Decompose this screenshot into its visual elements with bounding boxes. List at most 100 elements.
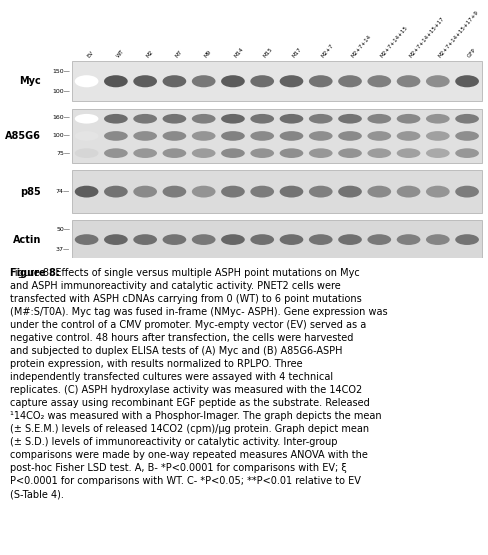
Text: M9: M9 <box>203 49 212 59</box>
Text: 100—: 100— <box>52 133 70 138</box>
Ellipse shape <box>104 186 127 198</box>
Ellipse shape <box>279 234 303 245</box>
Ellipse shape <box>104 75 127 87</box>
Ellipse shape <box>221 75 244 87</box>
Ellipse shape <box>366 148 390 158</box>
Text: GFP: GFP <box>466 47 477 59</box>
Ellipse shape <box>338 186 361 198</box>
Bar <box>72 170 481 213</box>
Ellipse shape <box>221 131 244 141</box>
Ellipse shape <box>366 131 390 141</box>
Ellipse shape <box>250 131 273 141</box>
Text: M7: M7 <box>174 49 183 59</box>
Ellipse shape <box>366 75 390 87</box>
Text: M2: M2 <box>145 49 154 59</box>
Ellipse shape <box>75 114 98 124</box>
Text: M2+7+14+15+17+9: M2+7+14+15+17+9 <box>437 9 479 59</box>
Bar <box>72 220 481 259</box>
Ellipse shape <box>191 148 215 158</box>
Ellipse shape <box>279 148 303 158</box>
Text: M2+7+14: M2+7+14 <box>349 34 371 59</box>
Text: 75—: 75— <box>56 150 70 155</box>
Bar <box>72 109 481 163</box>
Ellipse shape <box>308 114 332 124</box>
Ellipse shape <box>396 148 420 158</box>
Text: Actin: Actin <box>12 235 41 245</box>
Ellipse shape <box>75 131 98 141</box>
Text: 74—: 74— <box>56 189 70 194</box>
Ellipse shape <box>250 148 273 158</box>
Text: Figure 8: Effects of single versus multiple ASPH point mutations on Myc
and ASPH: Figure 8: Effects of single versus multi… <box>10 268 386 500</box>
Ellipse shape <box>191 186 215 198</box>
Ellipse shape <box>425 131 449 141</box>
Ellipse shape <box>279 186 303 198</box>
Text: M14: M14 <box>232 47 244 59</box>
Ellipse shape <box>338 75 361 87</box>
Ellipse shape <box>454 186 478 198</box>
Text: Figure 8:: Figure 8: <box>10 268 60 278</box>
Ellipse shape <box>366 186 390 198</box>
Text: M2+7: M2+7 <box>320 43 334 59</box>
Text: p85: p85 <box>20 186 41 196</box>
Ellipse shape <box>133 234 157 245</box>
Ellipse shape <box>396 186 420 198</box>
Ellipse shape <box>279 75 303 87</box>
Ellipse shape <box>133 148 157 158</box>
Ellipse shape <box>162 114 186 124</box>
Ellipse shape <box>104 148 127 158</box>
Ellipse shape <box>191 131 215 141</box>
Ellipse shape <box>191 114 215 124</box>
Ellipse shape <box>191 234 215 245</box>
Ellipse shape <box>279 131 303 141</box>
Text: 37—: 37— <box>56 246 70 251</box>
Text: A85G6: A85G6 <box>5 131 41 141</box>
Ellipse shape <box>454 148 478 158</box>
Text: M2+7+14+15: M2+7+14+15 <box>379 25 408 59</box>
Ellipse shape <box>396 234 420 245</box>
Ellipse shape <box>338 131 361 141</box>
Ellipse shape <box>338 148 361 158</box>
Ellipse shape <box>75 148 98 158</box>
Text: 150—: 150— <box>52 69 70 74</box>
Text: WT: WT <box>116 49 125 59</box>
Ellipse shape <box>133 131 157 141</box>
Text: M17: M17 <box>291 47 302 59</box>
Text: Myc: Myc <box>19 76 41 86</box>
Ellipse shape <box>162 148 186 158</box>
Ellipse shape <box>162 131 186 141</box>
Ellipse shape <box>425 75 449 87</box>
Ellipse shape <box>308 148 332 158</box>
Ellipse shape <box>221 148 244 158</box>
Ellipse shape <box>221 186 244 198</box>
Ellipse shape <box>425 114 449 124</box>
Ellipse shape <box>221 234 244 245</box>
Ellipse shape <box>425 186 449 198</box>
Ellipse shape <box>425 234 449 245</box>
Ellipse shape <box>250 114 273 124</box>
Ellipse shape <box>104 131 127 141</box>
Ellipse shape <box>133 186 157 198</box>
Bar <box>72 61 481 102</box>
Ellipse shape <box>279 114 303 124</box>
Text: M15: M15 <box>262 47 273 59</box>
Ellipse shape <box>308 75 332 87</box>
Ellipse shape <box>454 114 478 124</box>
Ellipse shape <box>191 75 215 87</box>
Ellipse shape <box>75 186 98 198</box>
Ellipse shape <box>104 234 127 245</box>
Ellipse shape <box>162 234 186 245</box>
Ellipse shape <box>454 131 478 141</box>
Ellipse shape <box>396 114 420 124</box>
Ellipse shape <box>308 234 332 245</box>
Ellipse shape <box>396 75 420 87</box>
Text: EV: EV <box>86 50 95 59</box>
Text: 100—: 100— <box>52 89 70 94</box>
FancyBboxPatch shape <box>0 3 488 261</box>
Ellipse shape <box>75 234 98 245</box>
Ellipse shape <box>338 234 361 245</box>
Ellipse shape <box>425 148 449 158</box>
Text: M2+7+14+15+17: M2+7+14+15+17 <box>407 16 445 59</box>
Ellipse shape <box>250 186 273 198</box>
Ellipse shape <box>454 234 478 245</box>
Ellipse shape <box>338 114 361 124</box>
